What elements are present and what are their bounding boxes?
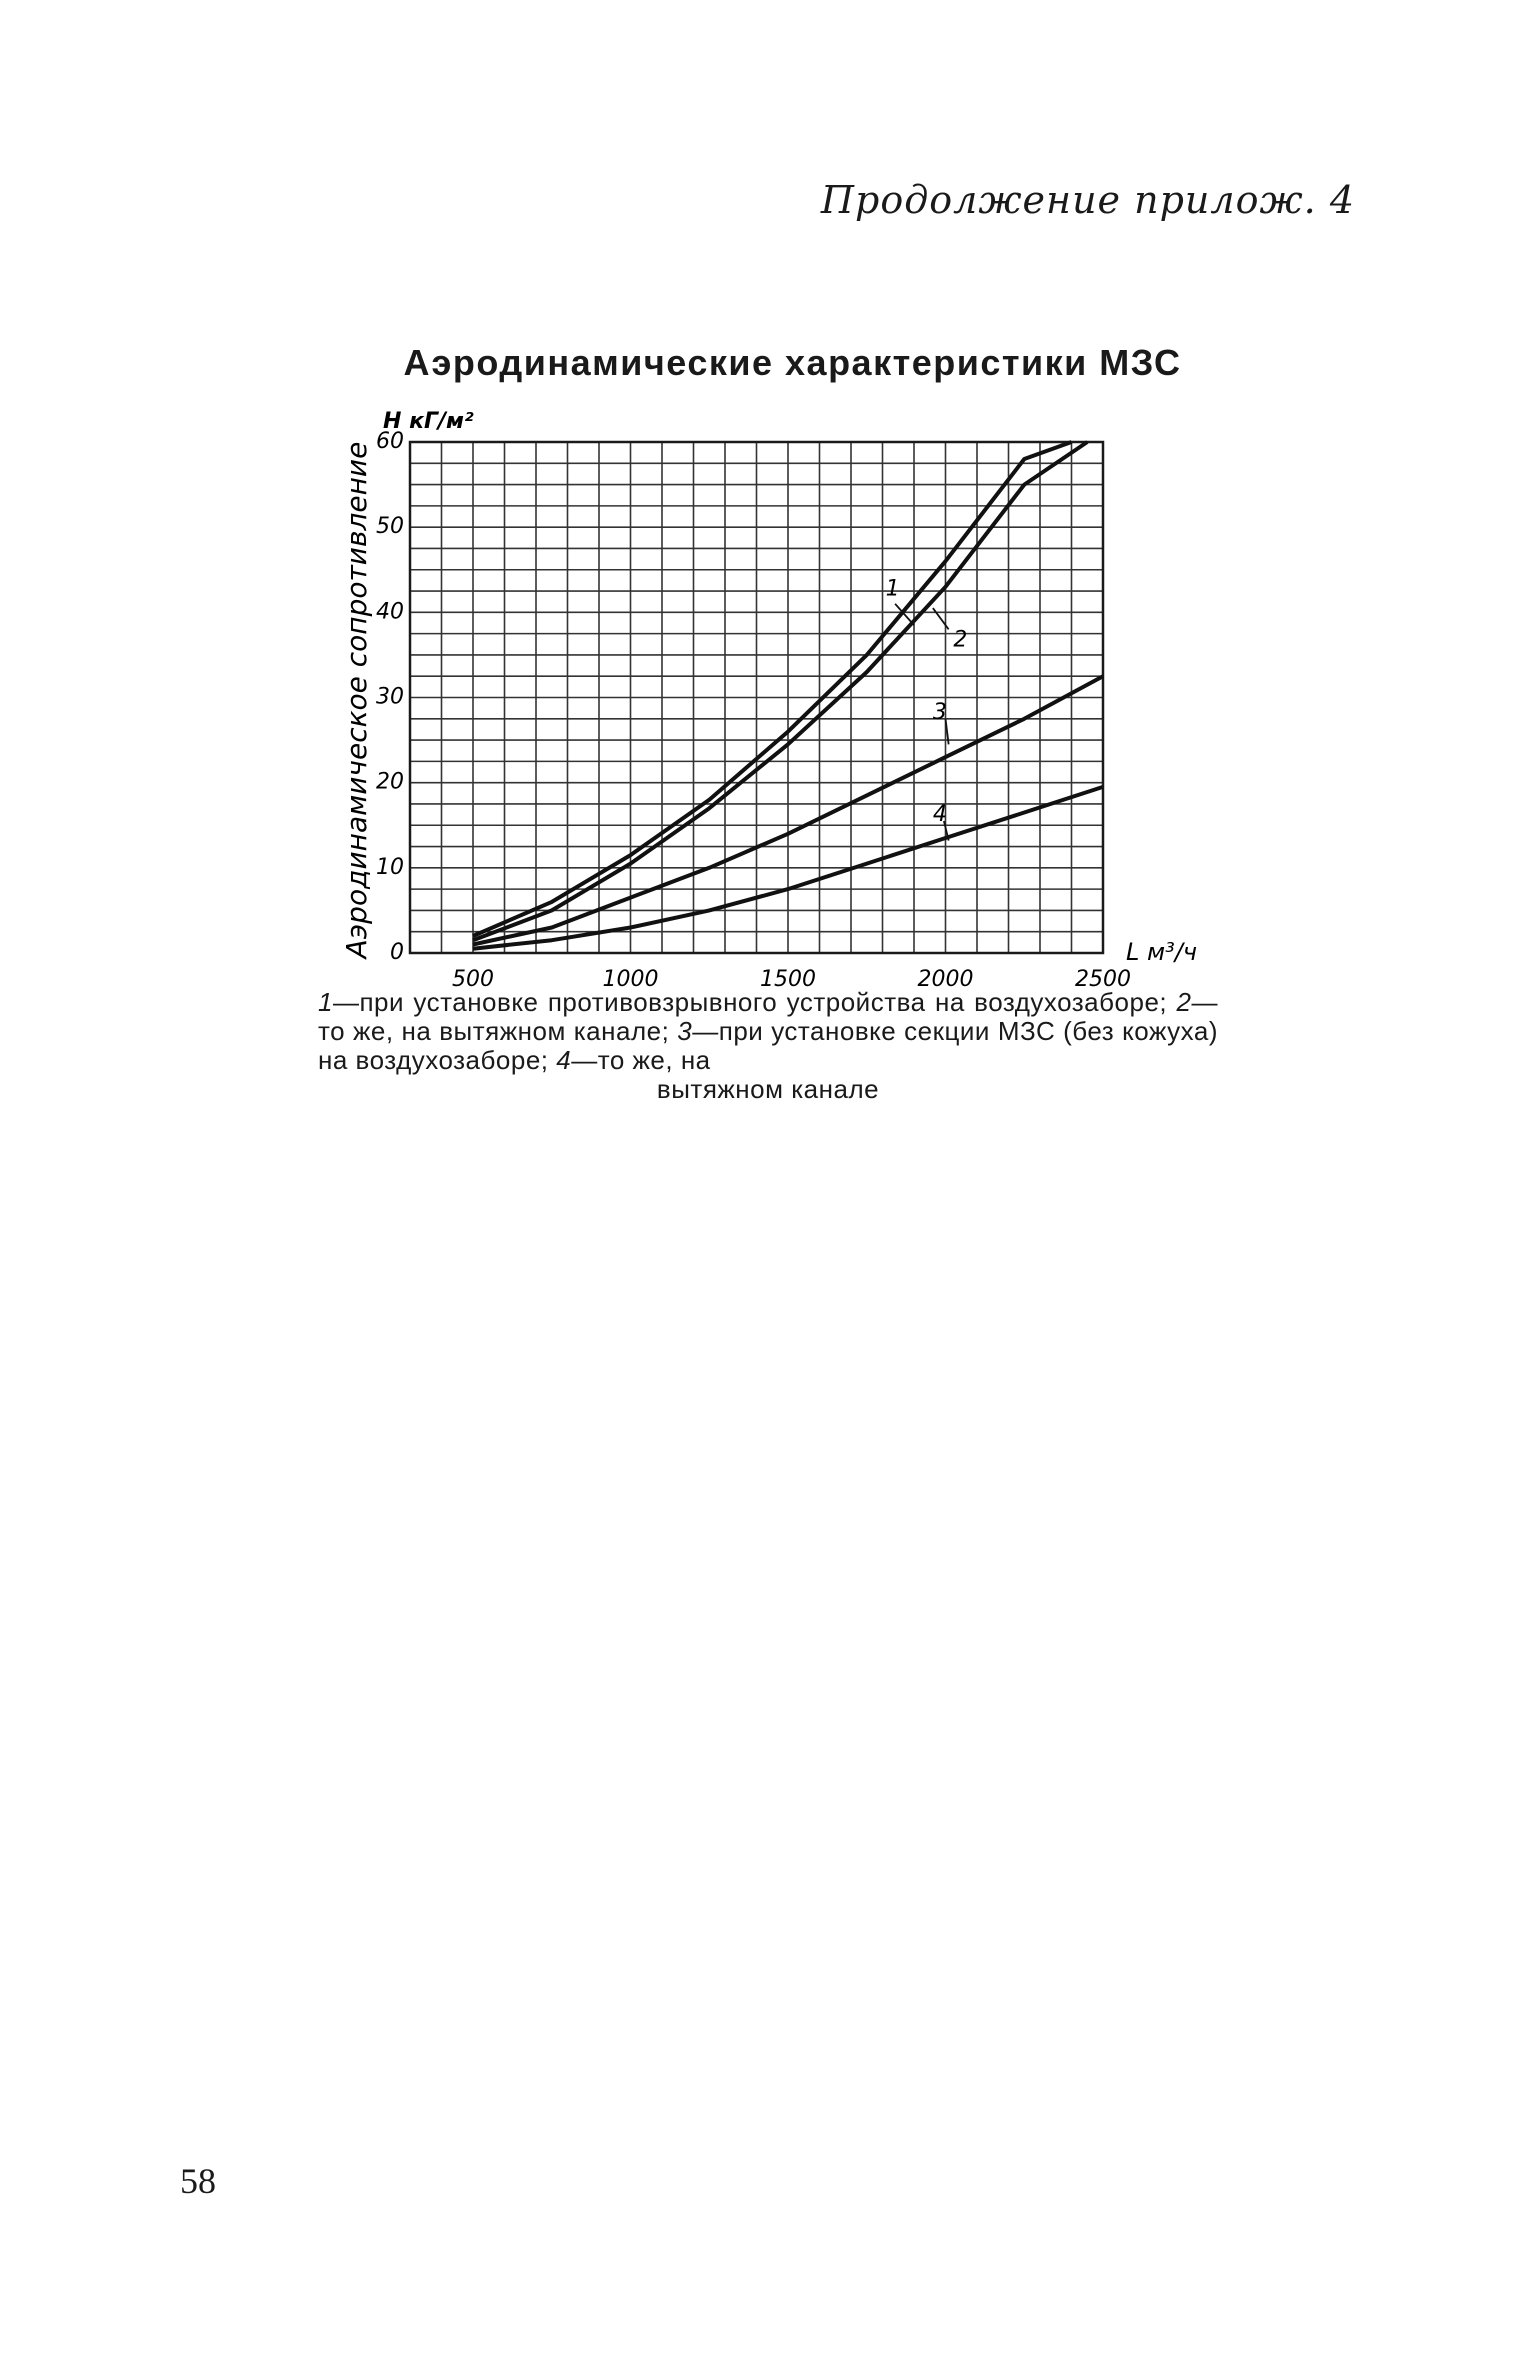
figure-caption: 1—при установке противовзрывного устройс…	[318, 988, 1218, 1104]
page-header: Продолжение прилож. 4	[820, 178, 1355, 222]
y-tick-label: 60	[376, 429, 404, 454]
caption-num-2: 2	[1176, 987, 1192, 1017]
y-tick-labels: 0 10 20 30 40 50 60	[376, 429, 404, 965]
series-label-3: 3	[933, 700, 947, 725]
caption-num-1: 1	[318, 987, 333, 1017]
series-label-1: 1	[886, 576, 900, 601]
x-tick-labels: 500 1000 1500 2000 2500	[452, 967, 1131, 992]
series-leader-1	[894, 603, 915, 626]
chart-grid	[410, 442, 1103, 953]
caption-text-2: —то же, на вытяжном канале;	[318, 987, 1218, 1046]
y-tick-label: 30	[376, 685, 404, 710]
series-label-4: 4	[933, 802, 947, 827]
series-line-2	[472, 440, 1089, 943]
caption-text-3: —при установке секции МЗС (без кожуха) н…	[318, 1016, 1218, 1075]
series-label-2: 2	[953, 627, 967, 652]
series-leader-4	[943, 820, 950, 841]
x-unit-label: L м³/ч	[1126, 938, 1197, 966]
x-tick-label: 1500	[760, 967, 816, 992]
series-line-1	[472, 440, 1073, 938]
series-line-3	[472, 674, 1104, 947]
series-layer	[472, 440, 1104, 951]
series-line-4	[472, 784, 1104, 951]
x-tick-label: 2500	[1075, 967, 1131, 992]
chart: 0 10 20 30 40 50 60 500 1000 1500 2000 2500 1 2 3 4 H…	[340, 409, 1197, 992]
y-axis-label: Аэродинамическое сопротивление	[340, 442, 373, 961]
series-labels: 1 2 3 4	[886, 576, 967, 841]
x-tick-label: 1000	[603, 967, 659, 992]
page-number: 58	[180, 2161, 216, 2201]
series-leader-3	[944, 718, 950, 745]
plot-frame	[408, 440, 1105, 955]
x-tick-label: 500	[452, 967, 494, 992]
y-tick-label: 20	[376, 770, 404, 795]
y-unit-label: H кГ/м²	[383, 409, 474, 434]
y-tick-label: 0	[390, 940, 404, 965]
y-tick-label: 10	[376, 855, 404, 880]
caption-text-1: —при установке противовзрывного устройст…	[332, 987, 1168, 1017]
chart-title: Аэродинамические характеристики МЗС	[403, 342, 1182, 383]
caption-text-4: —то же, на	[571, 1045, 711, 1075]
caption-num-3: 3	[677, 1016, 693, 1046]
caption-text-last: вытяжном канале	[656, 1074, 880, 1104]
x-tick-label: 2000	[918, 967, 974, 992]
y-tick-label: 50	[376, 514, 404, 539]
caption-num-4: 4	[556, 1045, 572, 1075]
series-leader-2	[932, 607, 950, 630]
y-tick-label: 40	[376, 599, 404, 624]
